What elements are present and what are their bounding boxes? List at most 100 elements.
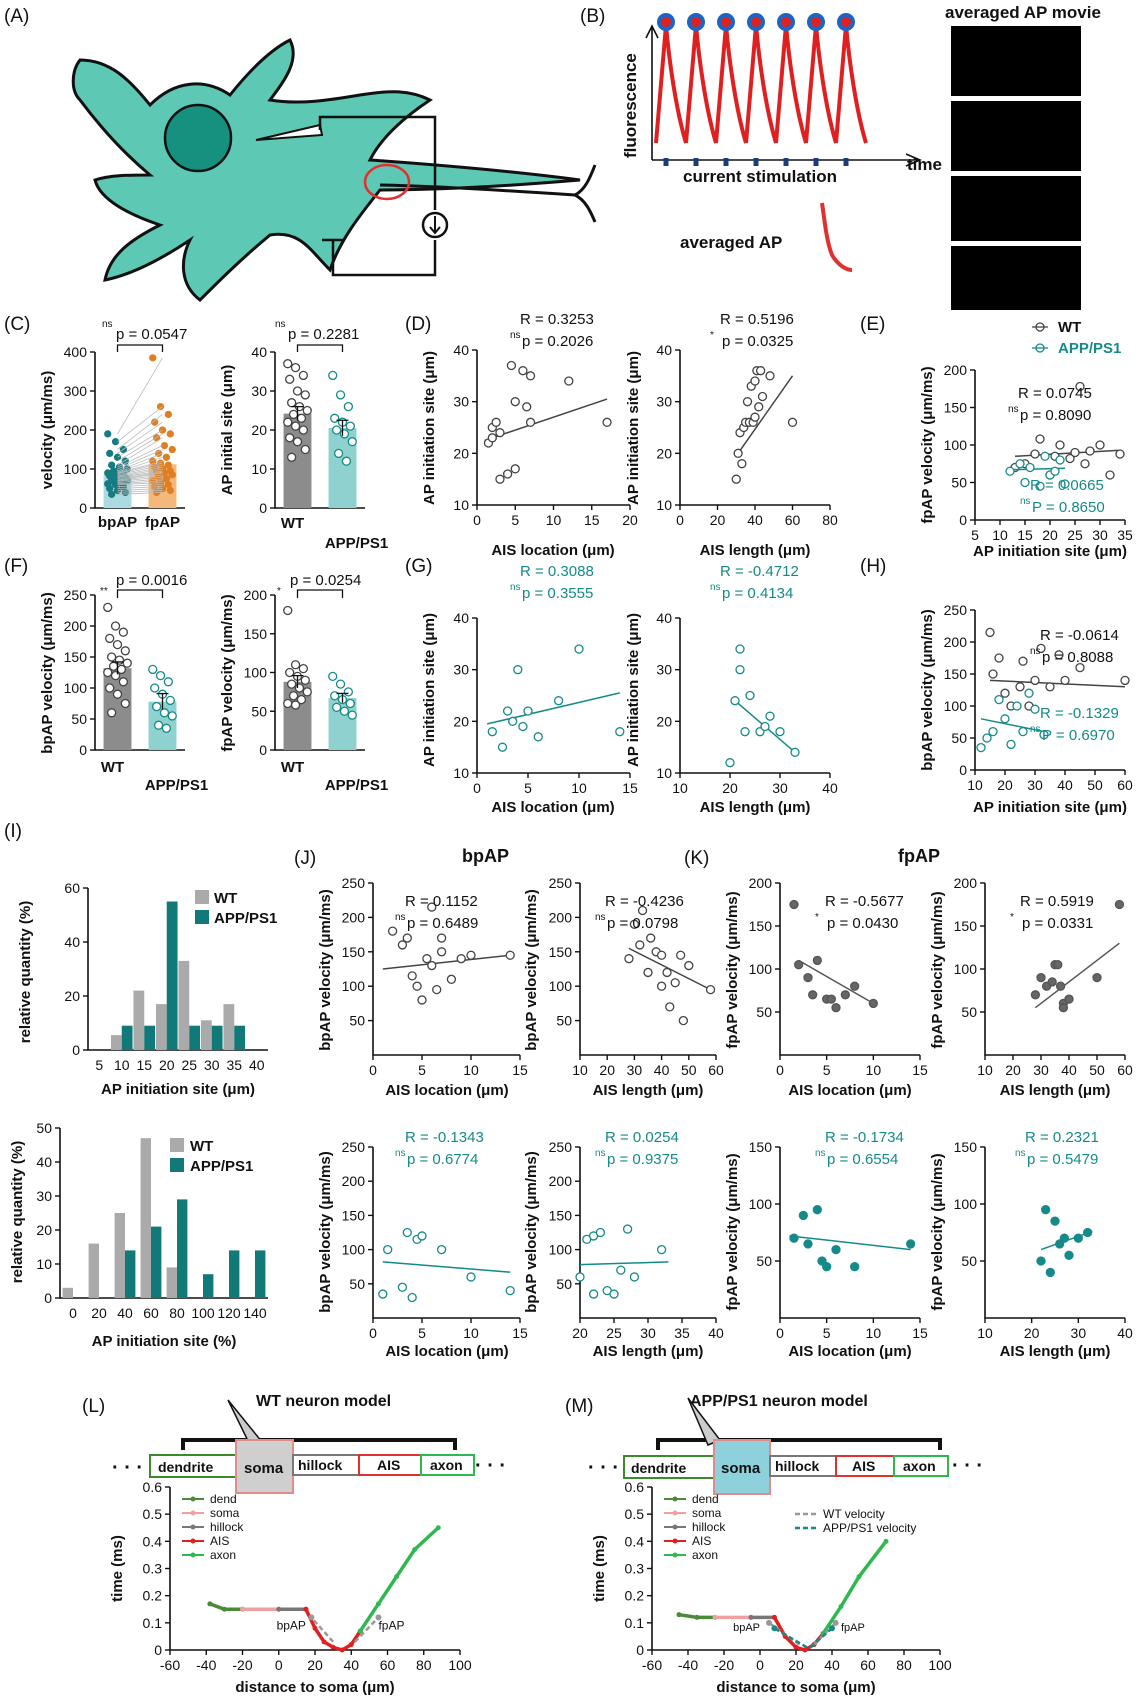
m-velocity-arrowhead xyxy=(771,1625,778,1632)
J-2-xtick-label: 60 xyxy=(708,1062,724,1078)
L-point xyxy=(435,1525,441,1531)
C-left-pair-line xyxy=(117,478,163,484)
J-2-xtick-label: 50 xyxy=(681,1062,697,1078)
i-legend-app-top: APP/PS1 xyxy=(214,910,277,927)
M-point xyxy=(771,1614,777,1620)
I-bottom-ytick-label: 0 xyxy=(44,1290,52,1306)
E-point xyxy=(1055,455,1065,465)
I-bottom-xtick-label: 0 xyxy=(69,1305,77,1321)
l-legend-marker-axon xyxy=(190,1552,196,1558)
l-x-label: distance to soma (μm) xyxy=(235,1679,394,1696)
l-velocity-arrow xyxy=(310,1616,335,1643)
D-left-xtick-label: 0 xyxy=(473,512,481,528)
F-left-ytick-label: 250 xyxy=(64,587,88,603)
averaged-ap-trace xyxy=(820,202,853,272)
I-bottom-ytick-label: 30 xyxy=(36,1188,52,1204)
L-xtick-label: 20 xyxy=(307,1657,323,1673)
K-2-ytick-label: 150 xyxy=(954,918,978,934)
F-left-point xyxy=(153,720,164,730)
C-right-point xyxy=(335,390,346,400)
M-xtick-label: 80 xyxy=(896,1657,912,1673)
E-xtick-label: 15 xyxy=(1017,527,1033,543)
L-xtick-label: -60 xyxy=(160,1657,180,1673)
K-3-point xyxy=(812,1205,822,1215)
J-2-xtick-label: 30 xyxy=(627,1062,643,1078)
b-avg-ap-label: averaged AP xyxy=(680,233,782,252)
H-point xyxy=(985,627,995,638)
E-point xyxy=(1035,481,1045,491)
l-seg-ais-label: AIS xyxy=(377,1457,400,1473)
F-left-point xyxy=(122,658,132,668)
J-3-point xyxy=(378,1289,388,1299)
j-title: bpAP xyxy=(462,846,509,866)
L-xtick-label: 60 xyxy=(380,1657,396,1673)
l-bpap-label: bpAP xyxy=(277,1619,306,1633)
b-time-label: time xyxy=(907,155,942,174)
C-left-point xyxy=(168,471,176,479)
J-1-point xyxy=(436,947,447,957)
J-4-xtick-label: 40 xyxy=(708,1325,724,1341)
K-4-ytick-label: 150 xyxy=(954,1139,978,1155)
H-point xyxy=(1045,682,1055,692)
C-right-ytick-label: 20 xyxy=(251,422,267,438)
I-bottom-bar-app xyxy=(229,1250,240,1298)
J-3-point xyxy=(436,1244,447,1255)
K-1-ytick-label: 200 xyxy=(749,875,773,891)
J-4-ytick-label: 250 xyxy=(549,1139,573,1155)
D-left-point xyxy=(495,474,505,484)
K-1-point xyxy=(803,972,813,983)
J-3-point xyxy=(505,1285,515,1296)
G-left-point xyxy=(518,721,528,732)
K-3-ytick-label: 150 xyxy=(749,1139,773,1155)
k-x-label-4: AIS length (μm) xyxy=(1000,1343,1111,1360)
j-x-label-4: AIS length (μm) xyxy=(593,1343,704,1360)
J-3-fit-line xyxy=(382,1261,511,1273)
E-ytick-label: 50 xyxy=(951,475,967,491)
J-4-point xyxy=(575,1272,585,1282)
F-left-point xyxy=(106,652,117,662)
H-xtick-label: 40 xyxy=(1057,777,1073,793)
k-title: fpAP xyxy=(898,846,940,866)
D-left-point xyxy=(502,469,513,479)
C-left-pair-line xyxy=(117,480,163,485)
J-2-point xyxy=(670,978,680,988)
d-stat-right-sig: * xyxy=(710,330,714,341)
K-2-xtick-label: 60 xyxy=(1117,1062,1133,1078)
K-4-axes xyxy=(984,1147,1125,1319)
E-point xyxy=(1020,477,1030,488)
K-4-xtick-label: 30 xyxy=(1071,1325,1087,1341)
C-right-ytick-label: 40 xyxy=(251,344,267,360)
k-stat-2-p: p = 0.0331 xyxy=(1022,915,1093,932)
K-1-point xyxy=(812,955,822,966)
D-left-ytick-label: 10 xyxy=(453,497,469,513)
J-1-xtick-label: 15 xyxy=(512,1062,528,1078)
stim-marker xyxy=(777,13,795,31)
H-point xyxy=(1039,730,1049,740)
J-2-point xyxy=(637,905,648,916)
C-right-point xyxy=(300,390,310,400)
m-legend-AIS: AIS xyxy=(692,1534,711,1548)
neuron-illustration xyxy=(71,37,597,302)
F-left-point xyxy=(105,633,115,644)
L-ytick-label: 0.1 xyxy=(143,1615,163,1631)
K-2-xtick-label: 20 xyxy=(1005,1062,1021,1078)
I-bottom-xtick-label: 140 xyxy=(243,1305,267,1321)
k-stat-1-sig: * xyxy=(815,912,819,923)
D-left-point xyxy=(491,417,501,427)
i-y-label-bottom: relative quantity (%) xyxy=(9,1141,26,1284)
C-left-pair-line xyxy=(117,429,163,458)
circuit-wire xyxy=(318,115,437,277)
F-left-point xyxy=(110,670,121,681)
F-right-point xyxy=(285,667,295,678)
H-fit-line xyxy=(989,679,1126,688)
J-3-xtick-label: 5 xyxy=(418,1325,426,1341)
panel-label-j: (J) xyxy=(294,848,316,869)
E-xtick-label: 25 xyxy=(1067,527,1083,543)
J-2-xtick-label: 40 xyxy=(654,1062,670,1078)
D-right-xtick-label: 0 xyxy=(676,512,684,528)
K-4-point xyxy=(1050,1216,1060,1226)
C-left-pair-line xyxy=(117,474,163,482)
g-stat-right-r: R = -0.4712 xyxy=(720,563,799,580)
H-ytick-label: 100 xyxy=(944,698,968,714)
